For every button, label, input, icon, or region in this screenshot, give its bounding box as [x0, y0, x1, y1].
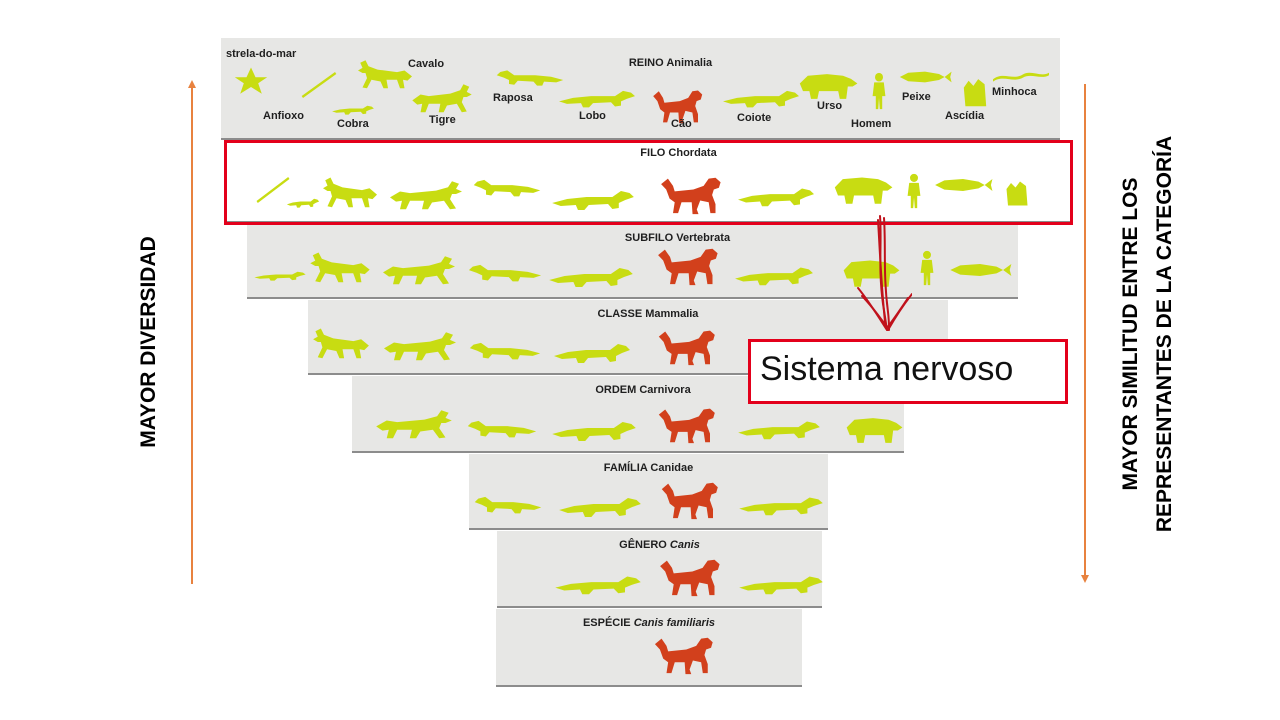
amphioxus-icon — [299, 68, 339, 98]
fish-icon — [947, 260, 1013, 280]
right-orange-arrow — [1084, 84, 1086, 576]
left-arrowhead-icon — [188, 80, 196, 88]
wolf-icon — [557, 84, 637, 110]
horse-icon — [307, 248, 373, 284]
level-rank: GÊNERO — [619, 539, 667, 551]
level-rank: SUBFILO — [624, 232, 674, 244]
animal-label: Coiote — [737, 112, 772, 124]
level-title: SUBFILO Vertebrata — [247, 232, 1018, 244]
horse-icon — [355, 56, 415, 90]
level-taxon: Canis — [669, 539, 700, 551]
earthworm-icon — [991, 68, 1051, 84]
level-title: FILO Chordata — [226, 147, 1071, 159]
level-rank: FILO — [640, 147, 666, 159]
level-rank: REINO — [628, 57, 664, 69]
coyote-icon — [737, 490, 825, 518]
hand-drawn-arrow-icon — [857, 215, 912, 331]
dog-icon — [654, 328, 718, 366]
left-orange-arrow — [191, 86, 193, 584]
animal-label: Lobo — [579, 110, 606, 122]
tiger-icon — [409, 80, 475, 114]
left-axis-text: MAYOR DIVERSIDAD — [137, 236, 160, 448]
level-title: ESPÉCIE Canis familiaris — [496, 617, 802, 629]
tiger-icon — [380, 328, 460, 362]
filo-highlight-box — [224, 140, 1073, 225]
level-taxon: Carnivora — [639, 384, 691, 396]
horse-icon — [310, 324, 372, 360]
animal-label: Anfioxo — [263, 110, 304, 122]
dog-icon — [655, 557, 723, 597]
fox-icon — [468, 336, 542, 362]
wolf-icon — [553, 569, 643, 597]
wolf-icon — [550, 414, 638, 444]
dog-icon — [653, 246, 721, 286]
wolf-icon — [557, 490, 643, 520]
ascidian-icon — [959, 74, 991, 108]
fox-icon — [473, 490, 543, 516]
tiger-icon — [379, 252, 459, 286]
level-rank: FAMÍLIA — [603, 462, 648, 474]
level-especie: ESPÉCIE Canis familiaris — [496, 609, 802, 687]
tiger-icon — [372, 406, 456, 440]
level-title: FAMÍLIA Canidae — [469, 462, 828, 474]
level-title: CLASSE Mammalia — [308, 308, 948, 320]
animal-label: Peixe — [902, 91, 931, 103]
level-title: ORDEM Carnivora — [352, 384, 904, 396]
level-taxon: Canis familiaris — [633, 617, 716, 629]
dog-icon — [657, 480, 721, 520]
bear-icon — [842, 412, 904, 446]
level-taxon: Vertebrata — [676, 232, 731, 244]
animal-label: Cobra — [337, 118, 369, 130]
level-title: REINO Animalia — [221, 57, 1060, 69]
fox-icon — [466, 414, 538, 440]
animal-label: Minhoca — [992, 86, 1037, 98]
level-taxon: Animalia — [666, 57, 713, 69]
bear-icon — [795, 68, 859, 102]
animal-label: Raposa — [493, 92, 533, 104]
level-rank: ORDEM — [595, 384, 637, 396]
level-genero: GÊNERO Canis — [497, 531, 822, 608]
animal-label: Tigre — [429, 114, 456, 126]
coyote-icon — [733, 260, 815, 288]
animal-label: Cão — [671, 118, 692, 130]
human-icon — [871, 72, 887, 110]
fox-icon — [467, 258, 543, 284]
fish-icon — [897, 68, 953, 86]
level-taxon: Chordata — [668, 147, 717, 159]
animal-label: strela-do-mar — [226, 48, 297, 60]
animal-label: Ascídia — [945, 110, 985, 122]
level-rank: ESPÉCIE — [582, 617, 631, 629]
wolf-icon — [552, 336, 632, 366]
level-reino: REINO Animalia strela-do-mar Anfioxo Cobra C… — [221, 38, 1060, 140]
animal-label: Homem — [851, 118, 892, 130]
level-familia: FAMÍLIA Canidae — [469, 454, 828, 530]
dog-icon — [650, 635, 716, 675]
right-arrowhead-icon — [1081, 575, 1089, 583]
callout-sistema-nervoso: Sistema nervoso — [748, 339, 1068, 404]
level-rank: CLASSE — [597, 308, 643, 320]
level-taxon: Canidae — [650, 462, 694, 474]
snake-icon — [253, 268, 307, 282]
right-axis-line1: MAYOR SIMILITUD ENTRE LOS — [1119, 177, 1142, 491]
level-subfilo: SUBFILO Vertebrata — [247, 224, 1018, 299]
human-icon — [919, 250, 935, 286]
right-axis-line2: REPRESENTANTES DE LA CATEGORÍA — [1153, 135, 1176, 533]
level-taxon: Mammalia — [645, 308, 699, 320]
starfish-icon — [233, 66, 269, 96]
wolf-icon — [547, 260, 635, 290]
dog-icon — [654, 406, 718, 444]
animal-label: Urso — [817, 100, 843, 112]
snake-icon — [331, 102, 375, 116]
animal-label: Cavalo — [408, 58, 445, 70]
coyote-icon — [736, 414, 822, 442]
level-title: GÊNERO Canis — [497, 539, 822, 551]
fox-icon — [495, 64, 565, 88]
right-axis-label: MAYOR SIMILITUD ENTRE LOS REPRESENTANTES… — [1114, 84, 1186, 584]
coyote-icon — [737, 569, 825, 597]
coyote-icon — [721, 84, 801, 110]
